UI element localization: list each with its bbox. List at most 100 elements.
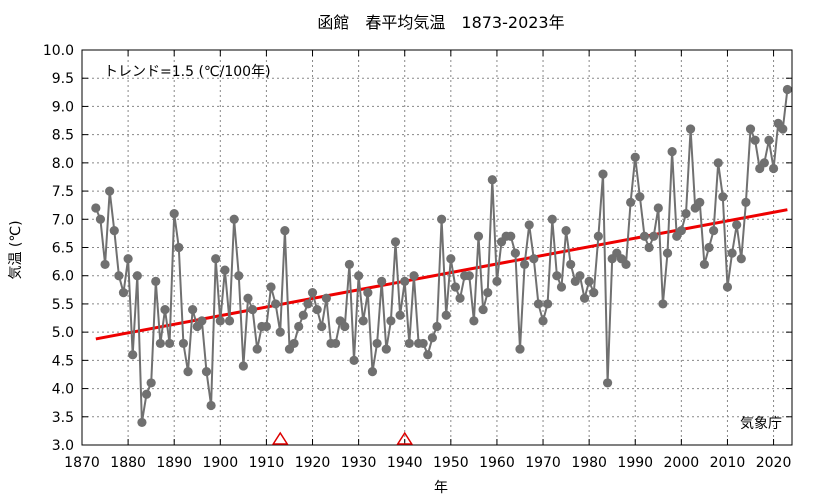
data-point <box>704 242 714 253</box>
data-point <box>100 259 110 270</box>
y-tick-label: 6.0 <box>52 269 74 285</box>
data-point <box>123 254 133 264</box>
y-tick-label: 9.5 <box>52 71 74 87</box>
data-point <box>224 316 235 326</box>
data-point <box>321 293 331 303</box>
data-point <box>506 231 516 241</box>
data-point <box>764 135 774 145</box>
x-tick-label: 1970 <box>525 455 561 471</box>
data-point <box>164 338 175 349</box>
data-point <box>377 276 387 286</box>
data-point <box>114 271 124 281</box>
data-point <box>363 288 373 298</box>
data-point <box>658 299 668 309</box>
x-tick-label: 1950 <box>433 455 469 471</box>
data-point <box>741 197 751 207</box>
data-point <box>736 254 746 264</box>
data-point <box>386 316 396 326</box>
data-point <box>95 214 106 224</box>
data-point <box>593 231 603 241</box>
x-tick-label: 2020 <box>756 455 792 471</box>
data-point <box>768 163 779 174</box>
data-point <box>478 304 488 315</box>
data-point <box>649 231 659 241</box>
x-tick-label: 1940 <box>387 455 423 471</box>
data-point <box>469 316 479 326</box>
chart-title: 函館 春平均気温 1873-2023年 <box>317 13 564 32</box>
data-point <box>294 321 304 332</box>
data-point <box>621 259 631 270</box>
data-point <box>782 84 792 95</box>
data-point <box>289 338 299 349</box>
y-tick-label: 8.5 <box>52 128 74 144</box>
tick-layer: 3.0 3.5 4.0 4.5 5.0 5.5 6.0 6.5 7.0 7.5 8.0 8.5 9.0 9… <box>43 43 792 471</box>
data-point <box>635 192 645 202</box>
data-point <box>732 220 742 230</box>
data-point <box>547 214 557 224</box>
x-tick-label: 1900 <box>202 455 238 471</box>
data-point <box>722 282 733 292</box>
y-tick-label: 10.0 <box>43 43 74 59</box>
data-point <box>349 355 359 365</box>
x-tick-label: 1890 <box>156 455 192 471</box>
x-tick-label: 1910 <box>249 455 285 471</box>
data-point <box>183 367 193 377</box>
data-point <box>487 175 497 185</box>
data-point <box>685 124 696 134</box>
data-point <box>556 282 567 292</box>
data-point <box>400 276 410 286</box>
x-tick-label: 2010 <box>710 455 746 471</box>
data-point <box>128 350 138 360</box>
y-tick-label: 4.0 <box>52 382 74 398</box>
data-point <box>201 367 212 377</box>
data-point <box>169 209 179 219</box>
data-point <box>639 231 650 241</box>
data-point <box>713 158 723 168</box>
data-point <box>441 310 451 320</box>
data-point <box>404 338 414 349</box>
y-tick-label: 6.5 <box>52 241 74 257</box>
y-tick-label: 7.0 <box>52 212 74 228</box>
data-point <box>275 327 285 337</box>
data-point <box>464 271 474 281</box>
data-point <box>510 248 520 258</box>
data-point <box>709 225 719 236</box>
x-tick-label: 2000 <box>664 455 700 471</box>
data-point <box>146 378 156 388</box>
data-point <box>533 299 544 309</box>
y-tick-label: 5.5 <box>52 297 74 313</box>
data-point <box>197 316 207 326</box>
data-point <box>519 259 530 270</box>
data-point <box>681 209 691 219</box>
data-point <box>238 361 248 371</box>
data-point <box>745 124 756 134</box>
data-point <box>561 225 571 236</box>
y-tick-label: 8.0 <box>52 156 74 172</box>
data-point <box>552 271 562 281</box>
x-tick-label: 1880 <box>110 455 146 471</box>
data-point <box>390 237 401 247</box>
data-point <box>220 265 230 275</box>
y-tick-label: 9.0 <box>52 99 74 115</box>
data-point <box>280 225 290 236</box>
data-point <box>344 259 355 270</box>
data-point <box>261 321 272 332</box>
data-point <box>437 214 447 224</box>
data-point <box>427 333 437 343</box>
data-point <box>718 192 728 202</box>
data-point <box>524 220 534 230</box>
data-point <box>727 248 737 258</box>
data-point <box>750 135 760 145</box>
marker-layer <box>271 431 414 445</box>
y-tick-label: 7.5 <box>52 184 74 200</box>
data-point <box>354 271 364 281</box>
data-point <box>644 242 654 253</box>
series-layer <box>91 84 792 428</box>
data-point <box>367 367 378 377</box>
data-point <box>132 271 142 281</box>
data-point <box>492 276 502 286</box>
data-point <box>105 186 115 196</box>
data-point <box>695 197 705 207</box>
data-point <box>252 344 262 354</box>
data-point <box>598 169 608 179</box>
